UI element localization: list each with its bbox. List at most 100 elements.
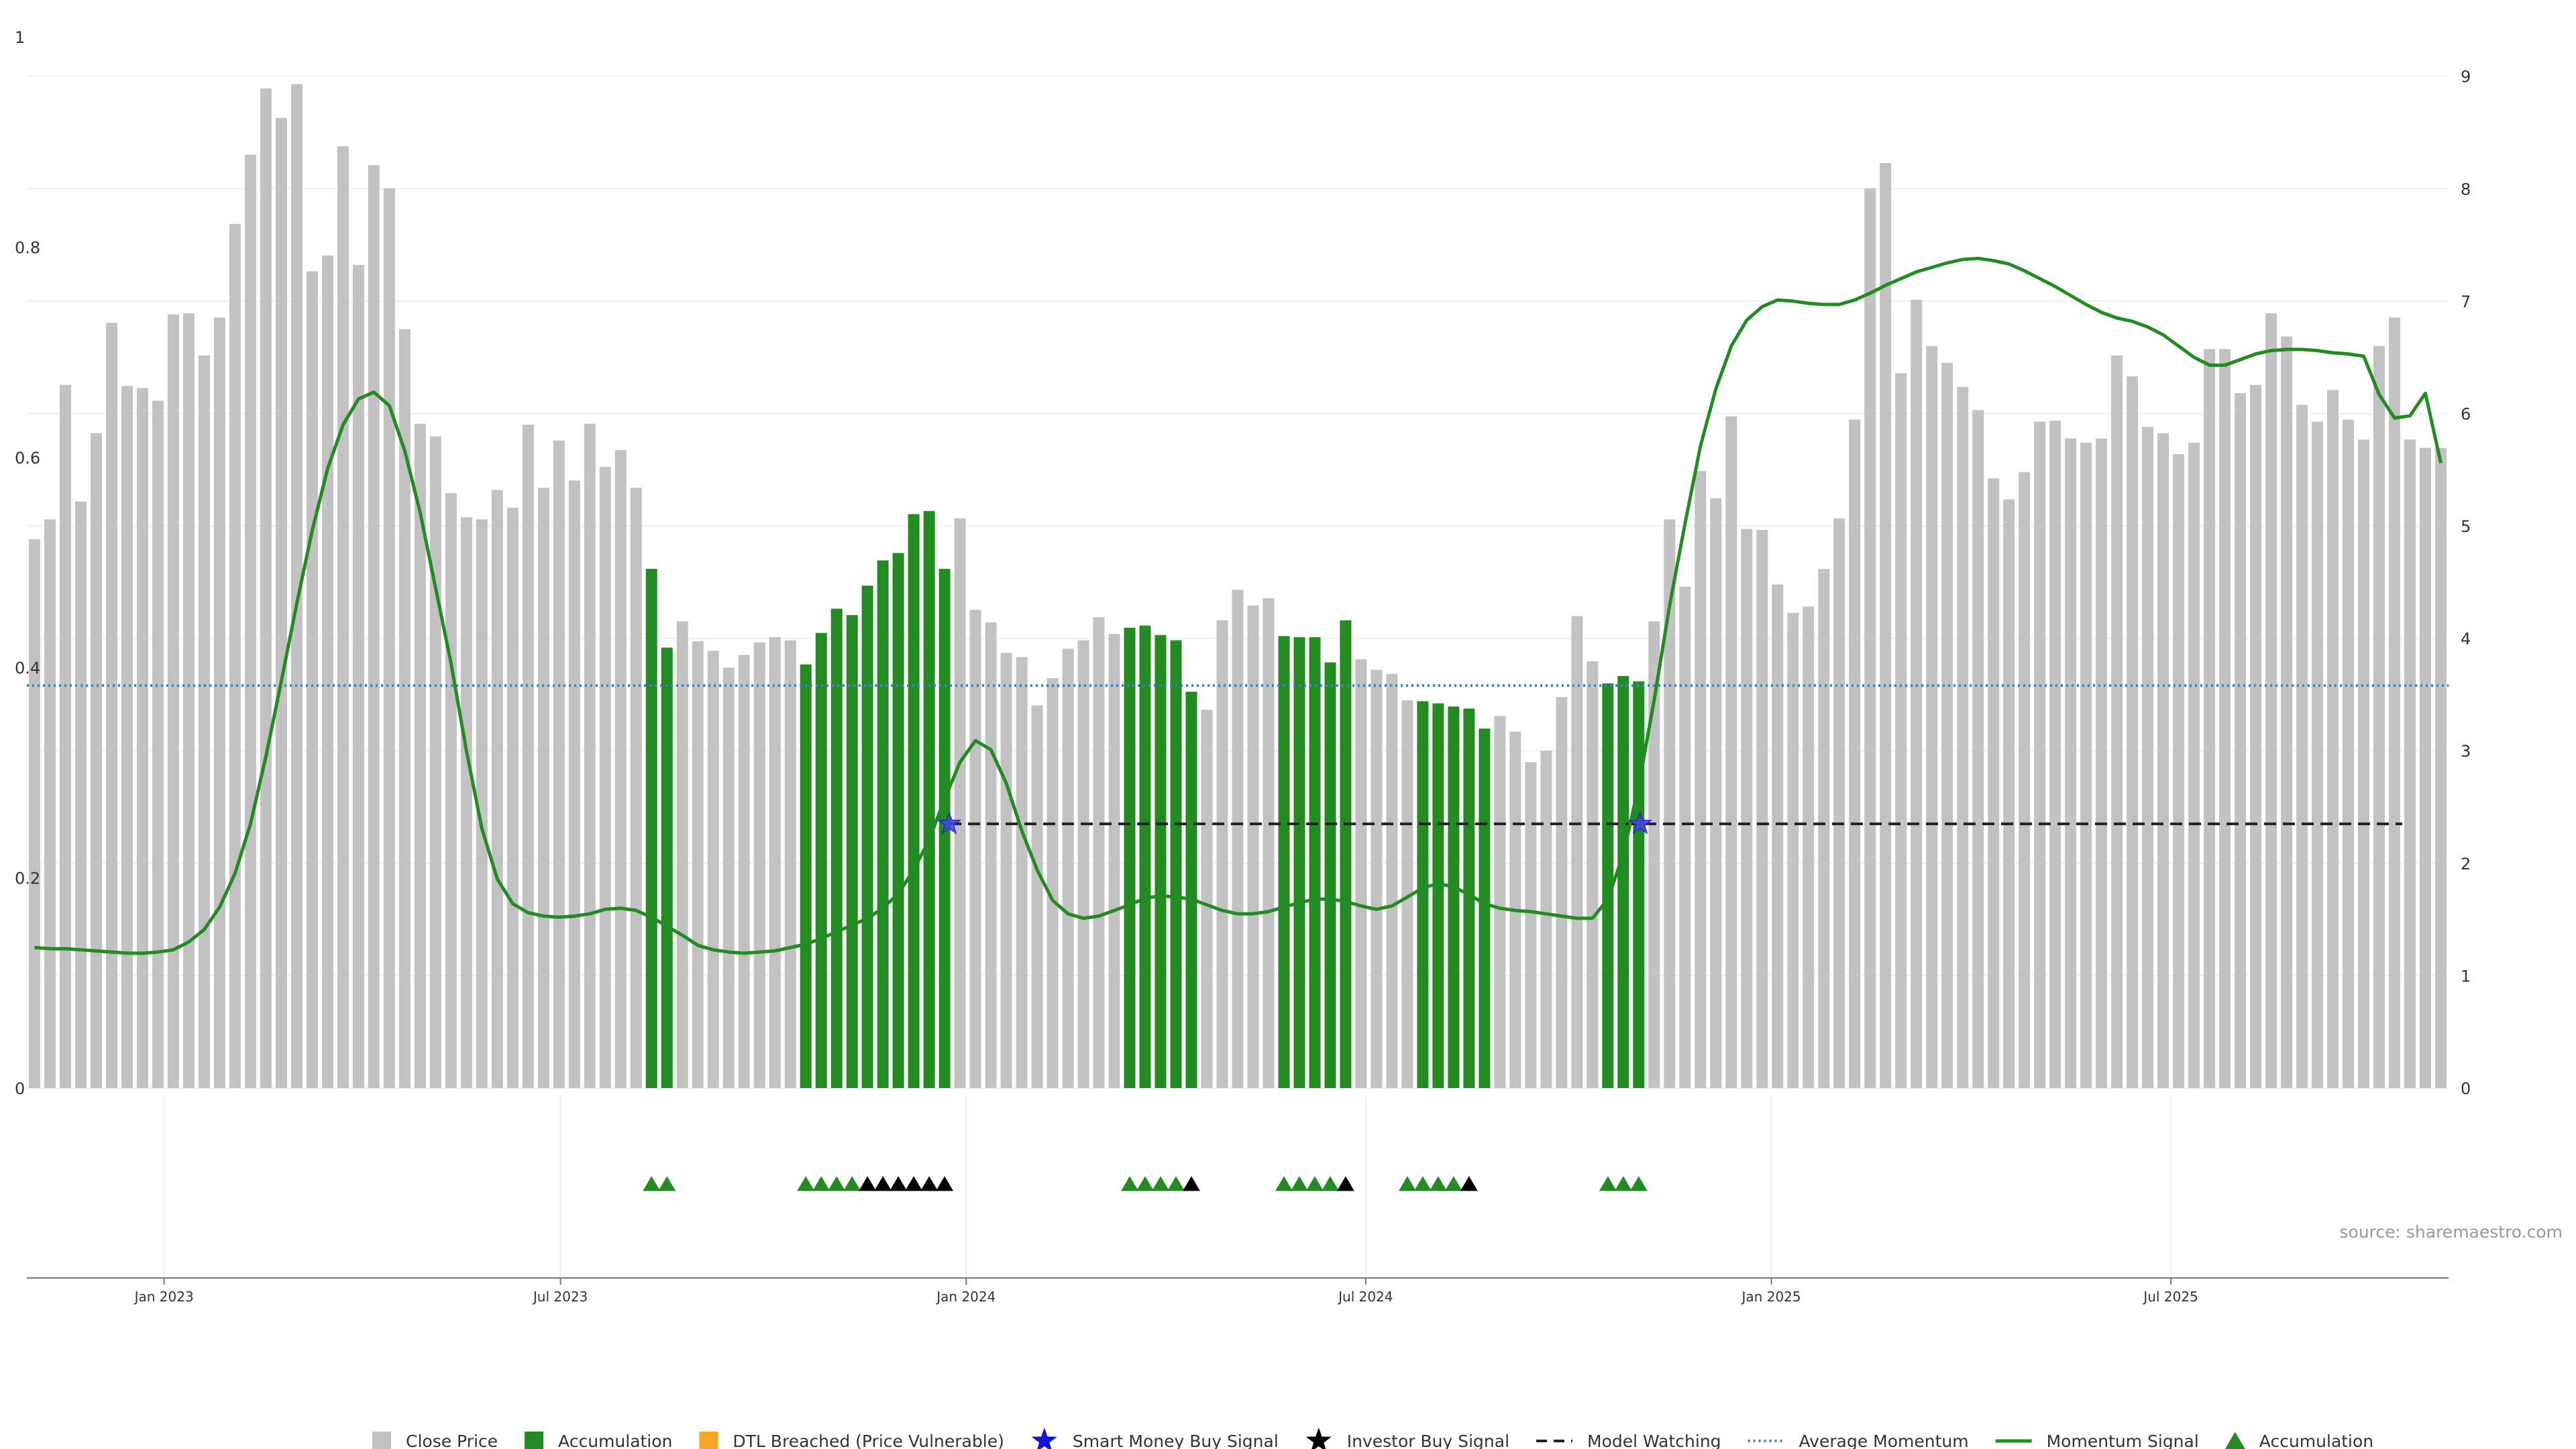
close-price-bar (2065, 438, 2077, 1088)
close-price-bar (2373, 345, 2385, 1089)
accumulation-bar (645, 568, 657, 1088)
close-price-bar (1941, 362, 1953, 1088)
close-price-bar (1371, 669, 1383, 1088)
close-price-bar (1833, 518, 1845, 1088)
source-label: source: sharemaestro.com (2340, 1222, 2563, 1242)
close-price-bar (2127, 376, 2139, 1088)
close-price-bar (753, 642, 765, 1088)
accumulation-signal-marker (1599, 1176, 1617, 1191)
close-price-bar (676, 621, 688, 1088)
close-price-bar (106, 323, 117, 1089)
close-price-bar (2157, 433, 2169, 1088)
close-price-bar (1880, 163, 1892, 1088)
close-price-bar (707, 651, 719, 1088)
accumulation-signal-marker (1152, 1176, 1170, 1191)
legend-star-icon (1031, 1428, 1057, 1449)
close-price-bar (244, 154, 256, 1088)
close-price-bar (2235, 393, 2247, 1089)
left-axis-tick-label: 0 (15, 1079, 25, 1098)
close-price-bar (599, 466, 611, 1088)
close-price-bar (2111, 355, 2123, 1088)
close-price-bar (2420, 447, 2431, 1088)
accumulation-signal-marker (1429, 1176, 1447, 1191)
close-price-bar (1741, 529, 1753, 1088)
legend-item: Close Price (372, 1432, 498, 1449)
close-price-bar (2358, 439, 2369, 1088)
momentum-lines (27, 256, 2449, 955)
investor-signal-marker (874, 1176, 892, 1191)
close-price-bar (91, 433, 102, 1088)
close-price-bar (1046, 678, 1059, 1088)
accumulation-signal-marker (643, 1176, 661, 1191)
legend-label: Smart Money Buy Signal (1073, 1432, 1279, 1449)
accumulation-bar (908, 514, 920, 1088)
close-price-bar (368, 165, 380, 1089)
close-price-bar (44, 519, 56, 1088)
investor-signal-marker (859, 1176, 877, 1191)
legend-label: Average Momentum (1799, 1432, 1969, 1449)
close-price-bar (1957, 386, 1969, 1088)
x-axis-tick-label: Jul 2024 (1337, 1289, 1393, 1305)
accumulation-bar (1309, 637, 1321, 1088)
legend-item: Investor Buy Signal (1305, 1428, 1509, 1449)
accumulation-bar (1602, 683, 1614, 1088)
accumulation-bar (830, 608, 843, 1088)
x-axis-tick-label: Jul 2023 (532, 1289, 588, 1305)
accumulation-bar (1278, 636, 1290, 1088)
accumulation-bar (1463, 708, 1475, 1088)
close-price-bar (537, 488, 549, 1088)
investor-signal-marker (905, 1176, 923, 1191)
close-price-bar (2404, 439, 2416, 1088)
accumulation-bar (1155, 635, 1167, 1088)
close-price-bar (1525, 762, 1537, 1088)
close-price-bar (491, 490, 503, 1088)
accumulation-bar (1633, 681, 1645, 1088)
close-price-bar (1756, 529, 1768, 1088)
accumulation-bar (1139, 625, 1151, 1088)
signal-markers (643, 1176, 1648, 1191)
left-axis-tick-label: 0.8 (15, 238, 40, 257)
smart-money-star (1627, 811, 1653, 835)
close-price-bar (1093, 617, 1105, 1088)
close-price-bar (1062, 649, 1074, 1088)
close-price-bar (2219, 349, 2231, 1088)
close-price-bar (1077, 640, 1089, 1088)
close-price-bar (445, 493, 457, 1088)
accumulation-signal-marker (1614, 1176, 1632, 1191)
accumulation-signal-marker (1321, 1176, 1339, 1191)
close-price-bar (1849, 419, 1861, 1088)
close-price-bar (1803, 606, 1815, 1088)
close-price-bar (2389, 317, 2400, 1088)
legend-label: Accumulation (558, 1432, 672, 1449)
close-price-bar (1247, 605, 1259, 1088)
close-price-bar (321, 255, 333, 1088)
close-price-bar (275, 117, 287, 1089)
close-price-bar (414, 423, 426, 1088)
close-price-bar (969, 610, 981, 1088)
close-price-bar (1355, 659, 1367, 1088)
legend-item: Accumulation (525, 1432, 672, 1449)
close-price-bar (60, 384, 71, 1089)
close-price-bar (1263, 598, 1275, 1088)
close-price-bar (985, 622, 997, 1088)
close-price-bar (1201, 709, 1213, 1088)
right-axis-tick-label: 8 (2461, 180, 2471, 199)
accumulation-bar (892, 553, 904, 1088)
close-price-bar (1895, 373, 1907, 1088)
close-price-bar (1787, 612, 1799, 1088)
investor-signal-marker (890, 1176, 908, 1191)
close-price-bar (1000, 653, 1012, 1088)
close-price-bar (337, 146, 349, 1088)
left-axis-tick-label: 0.4 (15, 659, 40, 678)
accumulation-signal-marker (797, 1176, 815, 1191)
close-price-bar (1016, 657, 1028, 1088)
close-price-bar (2173, 454, 2185, 1088)
accumulation-bar (1185, 692, 1197, 1088)
close-price-bar (2049, 421, 2061, 1088)
legend-item: Accumulation (2224, 1432, 2373, 1449)
accumulation-bar (1324, 662, 1336, 1088)
right-axis-tick-label: 6 (2461, 405, 2471, 423)
close-price-bar (75, 501, 87, 1088)
close-price-bar (182, 313, 195, 1089)
